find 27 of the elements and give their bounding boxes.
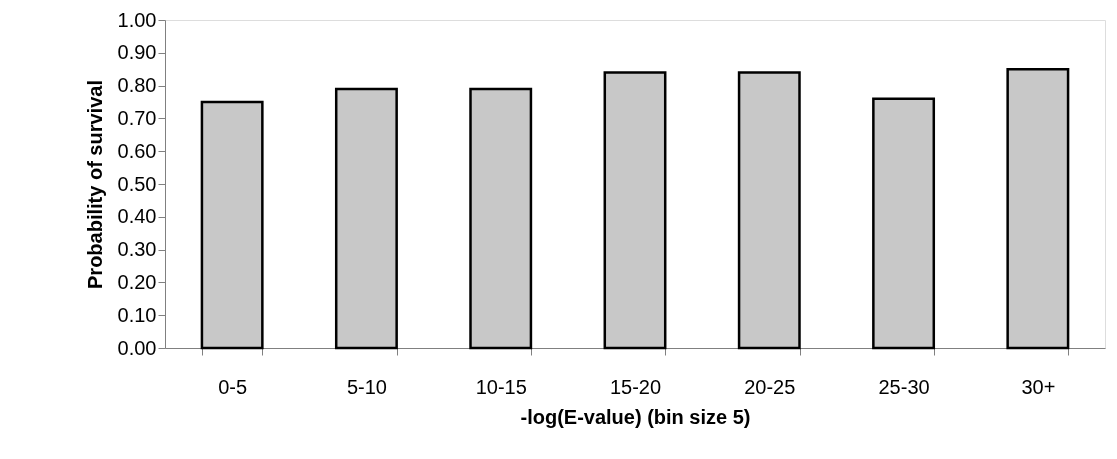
bar <box>872 97 936 350</box>
y-tick-label: 0.80 <box>117 74 157 97</box>
y-tick-label: 1.00 <box>117 8 157 31</box>
y-tick-label: 0.00 <box>117 336 157 359</box>
y-tick-label: 0.40 <box>117 205 157 228</box>
y-tick-label: 0.30 <box>117 238 157 261</box>
y-tick-label: 0.50 <box>117 172 157 195</box>
x-tick-label: 0-5 <box>218 375 248 398</box>
x-tick-label: 25-30 <box>878 375 930 398</box>
x-tick-label: 5-10 <box>346 375 387 398</box>
bar <box>334 87 398 350</box>
y-tick-label: 0.60 <box>117 139 157 162</box>
y-tick-label: 0.70 <box>117 106 157 129</box>
bar <box>469 87 533 350</box>
y-tick-label: 0.10 <box>117 303 157 326</box>
x-tick-label: 10-15 <box>475 375 527 398</box>
x-tick-label: 30+ <box>1021 375 1056 398</box>
bar <box>1006 67 1070 350</box>
bar <box>200 100 264 350</box>
bar <box>603 71 667 350</box>
y-tick-label: 0.90 <box>117 41 157 64</box>
y-axis-title: Probability of survival <box>83 80 106 289</box>
y-tick-label: 0.20 <box>117 270 157 293</box>
x-axis-title: -log(E-value) (bin size 5) <box>520 405 751 428</box>
x-tick-label: 20-25 <box>744 375 796 398</box>
bar <box>737 71 801 350</box>
x-tick-label: 15-20 <box>609 375 662 398</box>
